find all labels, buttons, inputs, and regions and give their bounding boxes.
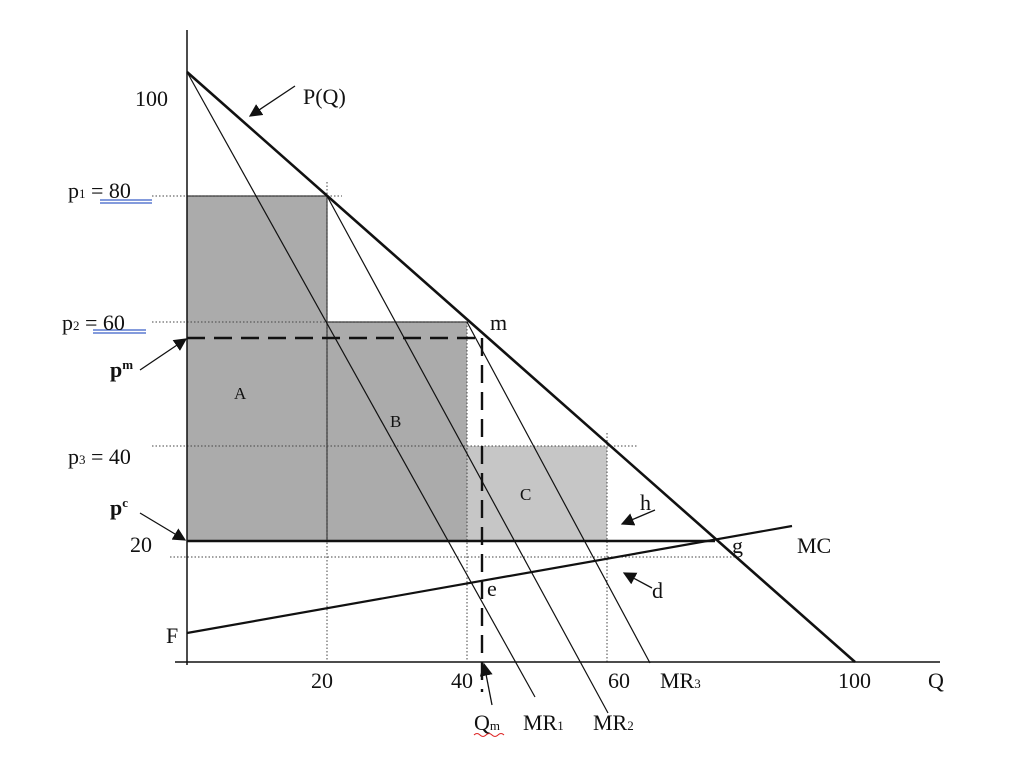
h-label: h (640, 490, 651, 515)
area-b-label: B (390, 412, 401, 431)
x-tick-60: 60 (608, 668, 630, 693)
mc-label: MC (797, 533, 831, 558)
qm-label: Qm (474, 710, 500, 735)
qm-arrow (479, 662, 493, 706)
d-arrow (622, 572, 653, 589)
p1-label: p1 = 80 (68, 178, 131, 203)
demand-label: P(Q) (303, 84, 346, 109)
p3-label: p3 = 40 (68, 444, 131, 469)
area-c (467, 446, 607, 541)
guide-lines (152, 182, 737, 662)
mr2-line (326, 195, 609, 714)
area-a-label: A (234, 384, 247, 403)
area-a (187, 196, 327, 541)
y-tick-100: 100 (135, 86, 168, 111)
area-b (327, 322, 467, 541)
h-arrow (620, 509, 656, 526)
e-label: e (487, 576, 497, 601)
m-label: m (490, 310, 507, 335)
f-label: F (166, 623, 178, 648)
x-axis-label: Q (928, 668, 944, 693)
pc-label: pc (110, 495, 128, 520)
g-label: g (732, 533, 743, 558)
x-tick-100: 100 (838, 668, 871, 693)
area-c-label: C (520, 485, 531, 504)
demand-arrow (248, 85, 296, 117)
y-tick-20: 20 (130, 532, 152, 557)
pm-arrow (139, 338, 188, 371)
x-tick-40: 40 (451, 668, 473, 693)
mr3-label: MR3 (660, 668, 701, 693)
mr1-label: MR1 (523, 710, 564, 735)
pm-label: pm (110, 357, 133, 382)
arrows (139, 85, 656, 706)
pc-arrow (139, 512, 187, 541)
mr3-line (466, 321, 651, 664)
d-label: d (652, 578, 663, 603)
mc-line (186, 524, 793, 635)
p2-label: p2 = 60 (62, 310, 125, 335)
x-tick-20: 20 (311, 668, 333, 693)
mr1-line (186, 71, 536, 698)
mr2-label: MR2 (593, 710, 634, 735)
demand-line (186, 71, 856, 663)
